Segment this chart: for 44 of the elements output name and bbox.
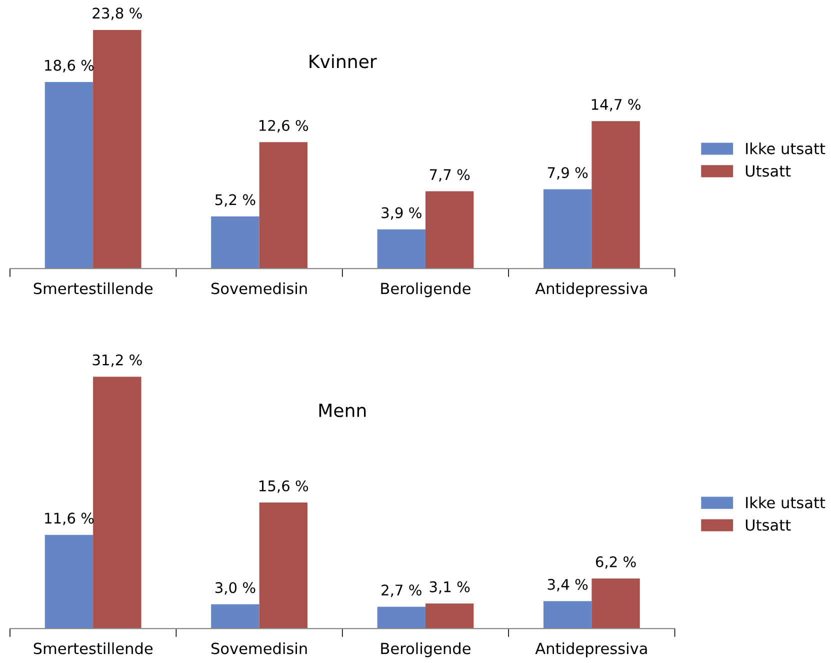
x-tick-label: Antidepressiva (535, 282, 647, 298)
bar (93, 30, 142, 269)
bar (425, 191, 474, 269)
bar (211, 604, 260, 629)
bar (425, 603, 474, 629)
bar (93, 376, 142, 629)
x-tick-label: Sovemedisin (211, 642, 307, 654)
data-label: 23,8 % (92, 8, 142, 20)
bar (592, 121, 640, 269)
data-label: 31,2 % (92, 354, 142, 367)
bar (543, 601, 592, 629)
data-label: 7,7 % (430, 169, 470, 182)
data-label: 6,2 % (596, 556, 636, 569)
legend-label: Ikke utsatt (746, 142, 826, 154)
data-label: 14,7 % (592, 98, 640, 112)
data-label: 3,4 % (548, 578, 588, 592)
x-tick-label: Smertestillende (34, 642, 153, 654)
data-label: 5,2 % (215, 194, 256, 207)
x-tick-label: Sovemedisin (211, 282, 307, 294)
bar (259, 502, 308, 629)
text: Kvinner (310, 54, 377, 68)
legend-label: Ikke utsatt (746, 496, 826, 508)
data-label: 3,9 % (382, 207, 422, 220)
bar (44, 82, 94, 269)
legend-label: Utsatt (746, 519, 791, 531)
bar (592, 578, 640, 629)
x-tick-label: Antidepressiva (535, 642, 647, 658)
x-tick-label: Beroligende (381, 282, 470, 298)
data-label: 7,9 % (548, 167, 588, 180)
data-label: 15,6 % (259, 480, 308, 493)
data-label: 2,7 % (382, 584, 422, 598)
bar (211, 216, 260, 269)
x-tick-label: Smertestillende (34, 282, 153, 294)
data-label: 12,6 % (259, 120, 308, 132)
data-label: 3,0 % (215, 582, 256, 595)
bar (377, 229, 426, 269)
legend-label: Utsatt (746, 165, 791, 177)
bar (377, 606, 426, 629)
bar (543, 189, 592, 269)
bar (259, 142, 308, 269)
x-tick-label: Beroligende (381, 642, 470, 658)
text: Menn (319, 404, 366, 418)
data-label: 3,1 % (430, 581, 470, 594)
bar (44, 534, 94, 629)
